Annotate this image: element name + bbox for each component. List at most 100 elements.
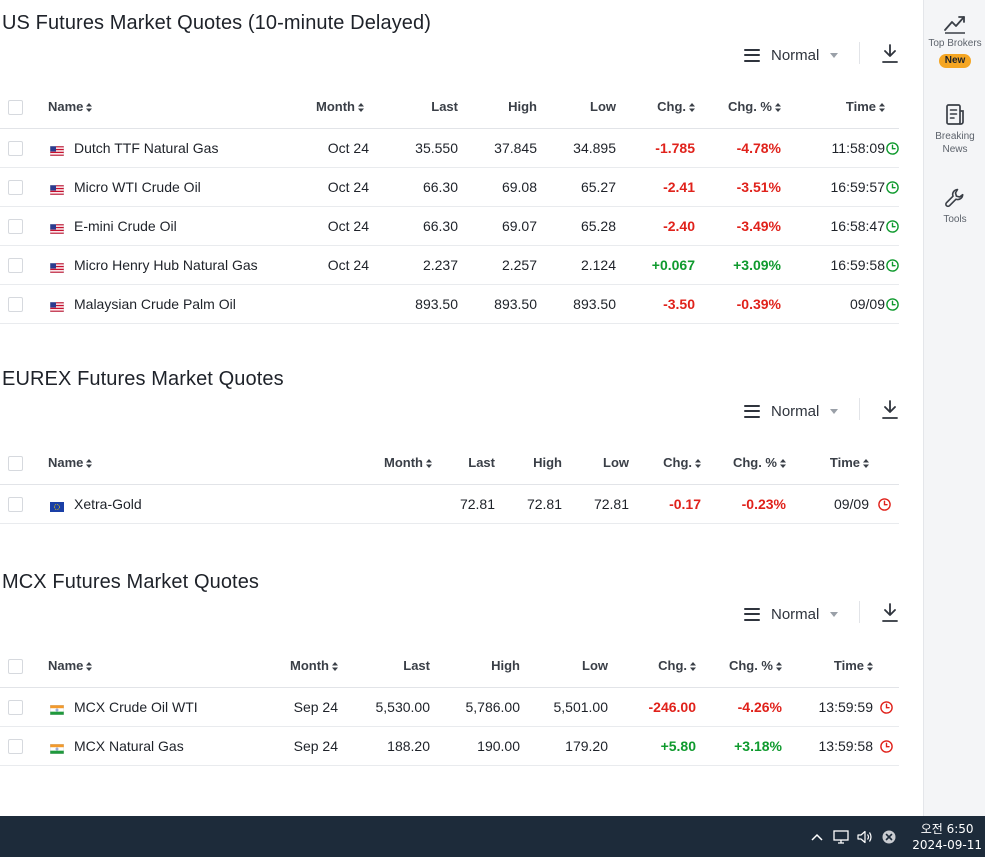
eurex-futures-table: Name Month Last High Low Chg. Chg. % Tim… (0, 442, 899, 524)
low-header[interactable]: Low (565, 442, 632, 485)
instrument-name-link[interactable]: E-mini Crude Oil (74, 217, 177, 234)
chevron-up-icon (811, 833, 823, 841)
table-row[interactable]: Xetra-Gold 72.81 72.81 72.81 -0.17 -0.23% 09/0… (0, 484, 899, 524)
table-row[interactable]: Dutch TTF Natural Gas Oct 24 35.550 37.845 3… (0, 128, 899, 168)
taskbar-clock[interactable]: 오전 6:50 2024-09-11 (912, 821, 982, 853)
eurex-futures-section: EUREX Futures Market Quotes Normal Name … (0, 360, 900, 530)
download-button[interactable] (880, 396, 900, 422)
name-header[interactable]: Name (48, 442, 338, 485)
row-checkbox[interactable] (8, 496, 23, 512)
row-select-cell (0, 687, 48, 727)
instrument-name-link[interactable]: MCX Natural Gas (74, 737, 184, 754)
time-cell: 16:59:58 (791, 245, 885, 285)
row-checkbox[interactable] (8, 179, 23, 195)
row-checkbox[interactable] (8, 140, 23, 156)
instrument-name-link[interactable]: Micro Henry Hub Natural Gas (74, 256, 258, 273)
table-header-row: Name Month Last High Low Chg. Chg. % Tim… (0, 442, 899, 485)
low-header[interactable]: Low (545, 86, 624, 129)
high-cell: 69.07 (466, 206, 545, 246)
row-checkbox[interactable] (8, 738, 23, 754)
select-all-checkbox[interactable] (8, 658, 23, 674)
status-cell (869, 484, 899, 524)
trend-up-icon (944, 16, 965, 34)
name-header[interactable]: Name (48, 645, 268, 688)
high-header[interactable]: High (430, 645, 520, 688)
last-cell: 5,530.00 (338, 687, 430, 727)
volume-button[interactable] (854, 816, 876, 857)
row-checkbox[interactable] (8, 699, 23, 715)
chg-pct-header[interactable]: Chg. % (705, 86, 791, 129)
top-brokers-button[interactable]: Top Brokers New (924, 12, 985, 68)
us-flag (49, 143, 65, 156)
instrument-name-link[interactable]: MCX Crude Oil WTI (74, 698, 198, 715)
view-select-dropdown[interactable]: Normal (744, 599, 839, 629)
row-select-cell (0, 167, 48, 207)
tools-button[interactable]: Tools (924, 186, 985, 226)
market-closed-clock-icon (879, 701, 893, 715)
last-cell: 2.237 (384, 245, 466, 285)
section-title: US Futures Market Quotes (10-minute Dela… (2, 12, 432, 34)
name-cell: Xetra-Gold (48, 484, 338, 524)
sort-icon (358, 103, 364, 113)
instrument-name-link[interactable]: Xetra-Gold (74, 495, 142, 512)
breaking-news-button[interactable]: Breaking News (924, 103, 985, 156)
chg-header[interactable]: Chg. (608, 645, 696, 688)
sort-icon (863, 459, 869, 469)
last-cell: 188.20 (338, 726, 430, 766)
download-icon (882, 400, 898, 419)
month-header[interactable]: Month (338, 442, 436, 485)
table-row[interactable]: MCX Natural Gas Sep 24 188.20 190.00 179.20 +… (0, 726, 899, 766)
mcx-futures-section: MCX Futures Market Quotes Normal Name Mo… (0, 563, 900, 773)
month-header[interactable]: Month (268, 645, 338, 688)
table-row[interactable]: Malaysian Crude Palm Oil 893.50 893.50 893.… (0, 284, 899, 324)
row-checkbox[interactable] (8, 218, 23, 234)
view-select-dropdown[interactable]: Normal (744, 396, 839, 426)
status-header (873, 645, 899, 688)
table-header-row: Name Month Last High Low Chg. Chg. % Tim… (0, 86, 899, 129)
select-all-checkbox[interactable] (8, 455, 23, 471)
chg-pct-header[interactable]: Chg. % (704, 442, 790, 485)
row-checkbox[interactable] (8, 257, 23, 273)
download-button[interactable] (880, 599, 900, 625)
chg-pct-header[interactable]: Chg. % (696, 645, 782, 688)
header-label: Chg. % (728, 658, 773, 674)
market-open-clock-icon (885, 259, 899, 273)
month-header[interactable]: Month (292, 86, 384, 129)
time-header[interactable]: Time (791, 86, 885, 129)
row-select-cell (0, 245, 48, 285)
last-header[interactable]: Last (338, 645, 430, 688)
table-row[interactable]: Micro Henry Hub Natural Gas Oct 24 2.237 2.… (0, 245, 899, 285)
table-row[interactable]: MCX Crude Oil WTI Sep 24 5,530.00 5,786.00 5… (0, 687, 899, 727)
sort-icon (86, 103, 93, 113)
download-button[interactable] (880, 40, 900, 66)
chg-header[interactable]: Chg. (632, 442, 704, 485)
instrument-name-link[interactable]: Malaysian Crude Palm Oil (74, 295, 236, 312)
row-checkbox[interactable] (8, 296, 23, 312)
chg-header[interactable]: Chg. (624, 86, 705, 129)
notification-status-button[interactable] (878, 816, 900, 857)
instrument-name-link[interactable]: Dutch TTF Natural Gas (74, 139, 219, 156)
high-header[interactable]: High (466, 86, 545, 129)
last-header[interactable]: Last (384, 86, 466, 129)
status-cell (873, 726, 899, 766)
divider (859, 398, 860, 420)
month-cell (338, 484, 436, 524)
network-button[interactable] (830, 816, 852, 857)
time-header[interactable]: Time (790, 442, 869, 485)
high-header[interactable]: High (498, 442, 565, 485)
low-cell: 2.124 (545, 245, 624, 285)
instrument-name-link[interactable]: Micro WTI Crude Oil (74, 178, 201, 195)
name-header[interactable]: Name (48, 86, 292, 129)
header-label: Time (833, 658, 864, 674)
low-header[interactable]: Low (520, 645, 608, 688)
view-select-dropdown[interactable]: Normal (744, 40, 839, 70)
table-row[interactable]: E-mini Crude Oil Oct 24 66.30 69.07 65.28 -2.… (0, 206, 899, 246)
table-row[interactable]: Micro WTI Crude Oil Oct 24 66.30 69.08 65.27… (0, 167, 899, 207)
time-header[interactable]: Time (782, 645, 873, 688)
name-cell: Micro WTI Crude Oil (48, 167, 292, 207)
header-label: Month (316, 99, 355, 115)
show-hidden-icons-button[interactable] (806, 816, 828, 857)
select-all-checkbox[interactable] (8, 99, 23, 115)
last-header[interactable]: Last (436, 442, 498, 485)
select-all-cell (0, 86, 48, 129)
